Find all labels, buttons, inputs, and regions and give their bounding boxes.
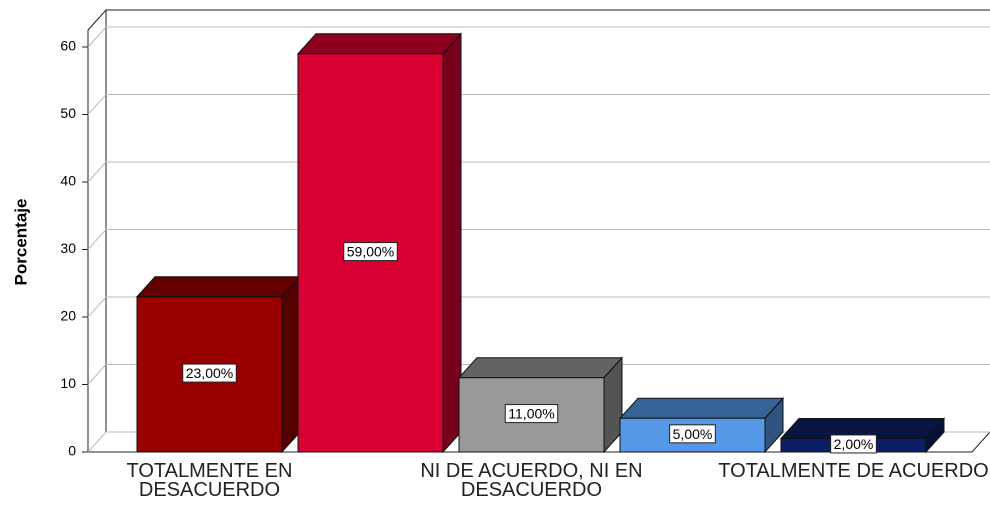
value-label-box xyxy=(830,434,877,454)
x-tick-label: NI DE ACUERDO, NI EN DESACUERDO xyxy=(420,460,643,501)
y-tick-label: 20 xyxy=(60,308,76,324)
grid-line xyxy=(87,26,107,48)
value-label-box xyxy=(504,404,559,424)
y-tick-label: 60 xyxy=(60,38,76,54)
y-tick-label: 50 xyxy=(60,105,76,121)
bar-top xyxy=(135,276,302,298)
grid-line xyxy=(87,229,107,250)
y-tick-label: 40 xyxy=(60,173,76,189)
bar xyxy=(619,417,766,453)
value-label: 2,00% xyxy=(834,436,874,452)
grid-line xyxy=(87,161,107,183)
back-wall xyxy=(87,8,107,452)
value-label: 23,00% xyxy=(186,365,233,381)
y-tick-label: 10 xyxy=(60,375,76,391)
value-label-box xyxy=(343,242,398,262)
grid-line xyxy=(87,296,107,318)
value-label: 11,00% xyxy=(508,406,554,422)
value-label: 5,00% xyxy=(673,426,713,442)
value-label-box xyxy=(182,363,237,383)
grid-line xyxy=(87,431,107,453)
grid-line xyxy=(87,94,107,115)
bar-top xyxy=(618,397,785,419)
x-tick-label: TOTALMENTE EN DESACUERDO xyxy=(126,460,293,501)
value-label-box xyxy=(669,424,716,444)
value-label: 59,00% xyxy=(347,244,394,260)
y-tick-label: 30 xyxy=(60,240,76,256)
bar-side xyxy=(281,275,301,454)
y-axis-label: Porcentaje xyxy=(11,199,30,286)
grid-line xyxy=(87,364,107,385)
bar-top xyxy=(457,357,624,379)
bar-top xyxy=(296,33,463,55)
y-tick-label: 0 xyxy=(68,443,76,459)
bar-side xyxy=(442,32,462,454)
x-tick-label: TOTALMENTE DE ACUERDO xyxy=(718,460,989,482)
